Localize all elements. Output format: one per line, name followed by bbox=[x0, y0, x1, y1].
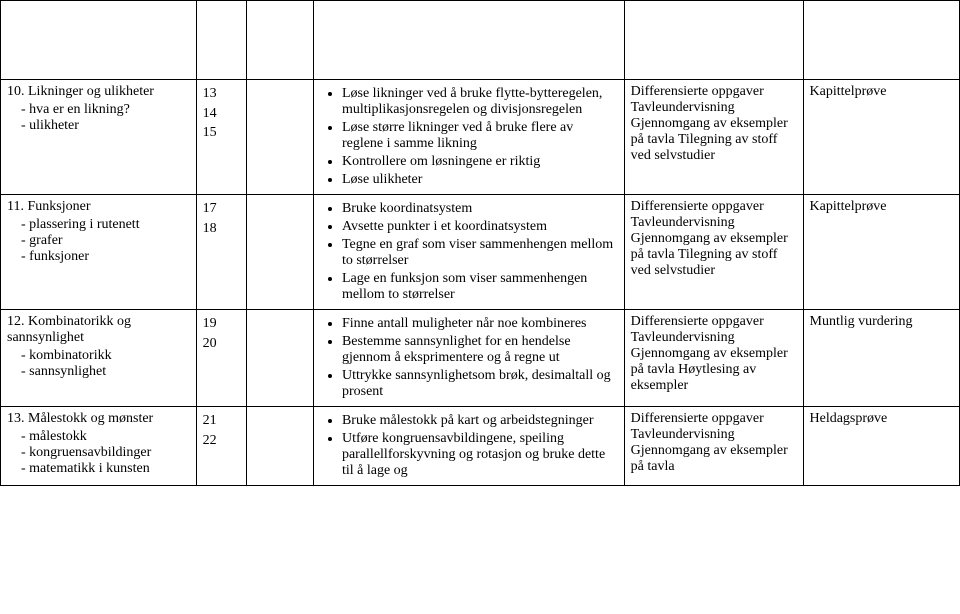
topic-cell: 10. Likninger og ulikheter hva er en likn… bbox=[1, 80, 197, 195]
goal-item: Utføre kongruensavbildingene, speiling p… bbox=[342, 431, 618, 479]
topic-title: 10. Likninger og ulikheter bbox=[7, 84, 190, 100]
topic-title: 13. Målestokk og mønster bbox=[7, 411, 190, 427]
topic-sublist: plassering i rutenettgraferfunksjoner bbox=[7, 217, 190, 265]
topic-sublist: hva er en likning?ulikheter bbox=[7, 102, 190, 134]
week-number: 19 bbox=[203, 314, 240, 334]
goal-item: Avsette punkter i et koordinatsystem bbox=[342, 219, 618, 235]
weeks-cell: 1718 bbox=[196, 195, 246, 310]
assessment-cell: Muntlig vurdering bbox=[803, 310, 960, 407]
topic-sublist: kombinatorikksannsynlighet bbox=[7, 348, 190, 380]
methods-cell: Differensierte oppgaver Tavleundervisnin… bbox=[624, 195, 803, 310]
topic-title: 12. Kombinatorikk og sannsynlighet bbox=[7, 314, 190, 346]
goals-cell: Løse likninger ved å bruke flytte-bytter… bbox=[313, 80, 624, 195]
topic-subitem: kongruensavbildinger bbox=[21, 445, 190, 461]
table-row: 13. Målestokk og mønster målestokkkongrue… bbox=[1, 407, 960, 486]
topic-title: 11. Funksjoner bbox=[7, 199, 190, 215]
week-number: 17 bbox=[203, 199, 240, 219]
goals-list: Løse likninger ved å bruke flytte-bytter… bbox=[320, 86, 618, 188]
empty-cell bbox=[246, 195, 313, 310]
header-cell bbox=[803, 1, 960, 80]
goal-item: Kontrollere om løsningene er riktig bbox=[342, 154, 618, 170]
goal-item: Lage en funksjon som viser sammenhengen … bbox=[342, 271, 618, 303]
assessment-cell: Kapittelprøve bbox=[803, 80, 960, 195]
goals-cell: Bruke målestokk på kart og arbeidstegnin… bbox=[313, 407, 624, 486]
goals-list: Finne antall muligheter når noe kombiner… bbox=[320, 316, 618, 400]
topic-subitem: sannsynlighet bbox=[21, 364, 190, 380]
topic-subitem: ulikheter bbox=[21, 118, 190, 134]
empty-cell bbox=[246, 80, 313, 195]
topic-cell: 12. Kombinatorikk og sannsynlighetkombin… bbox=[1, 310, 197, 407]
goal-item: Tegne en graf som viser sammenhengen mel… bbox=[342, 237, 618, 269]
topic-subitem: kombinatorikk bbox=[21, 348, 190, 364]
week-number: 22 bbox=[203, 431, 240, 451]
goals-cell: Finne antall muligheter når noe kombiner… bbox=[313, 310, 624, 407]
topic-subitem: målestokk bbox=[21, 429, 190, 445]
goal-item: Bestemme sannsynlighet for en hendelse g… bbox=[342, 334, 618, 366]
header-cell bbox=[1, 1, 197, 80]
week-number: 18 bbox=[203, 219, 240, 239]
table-row: 11. Funksjoner plassering i rutenettgrafe… bbox=[1, 195, 960, 310]
week-number: 21 bbox=[203, 411, 240, 431]
assessment-cell: Kapittelprøve bbox=[803, 195, 960, 310]
week-number: 13 bbox=[203, 84, 240, 104]
goal-item: Løse likninger ved å bruke flytte-bytter… bbox=[342, 86, 618, 118]
header-cell bbox=[313, 1, 624, 80]
header-cell bbox=[624, 1, 803, 80]
weeks-cell: 1920 bbox=[196, 310, 246, 407]
table-row: 12. Kombinatorikk og sannsynlighetkombin… bbox=[1, 310, 960, 407]
goal-item: Bruke målestokk på kart og arbeidstegnin… bbox=[342, 413, 618, 429]
topic-sublist: målestokkkongruensavbildingermatematikk … bbox=[7, 429, 190, 477]
assessment-cell: Heldagsprøve bbox=[803, 407, 960, 486]
methods-cell: Differensierte oppgaver Tavleundervisnin… bbox=[624, 310, 803, 407]
weeks-cell: 2122 bbox=[196, 407, 246, 486]
table-row: 10. Likninger og ulikheter hva er en likn… bbox=[1, 80, 960, 195]
curriculum-table: 10. Likninger og ulikheter hva er en likn… bbox=[0, 0, 960, 486]
week-number: 15 bbox=[203, 123, 240, 143]
methods-cell: Differensierte oppgaver Tavleundervisnin… bbox=[624, 407, 803, 486]
topic-cell: 13. Målestokk og mønster målestokkkongrue… bbox=[1, 407, 197, 486]
empty-cell bbox=[246, 310, 313, 407]
methods-cell: Differensierte oppgaver Tavleundervisnin… bbox=[624, 80, 803, 195]
header-cell bbox=[246, 1, 313, 80]
topic-subitem: hva er en likning? bbox=[21, 102, 190, 118]
goals-list: Bruke koordinatsystem Avsette punkter i e… bbox=[320, 201, 618, 303]
goal-item: Løse ulikheter bbox=[342, 172, 618, 188]
goals-cell: Bruke koordinatsystem Avsette punkter i e… bbox=[313, 195, 624, 310]
goal-item: Uttrykke sannsynlighetsom brøk, desimalt… bbox=[342, 368, 618, 400]
topic-subitem: plassering i rutenett bbox=[21, 217, 190, 233]
topic-subitem: grafer bbox=[21, 233, 190, 249]
weeks-cell: 131415 bbox=[196, 80, 246, 195]
header-cell bbox=[196, 1, 246, 80]
empty-cell bbox=[246, 407, 313, 486]
goal-item: Løse større likninger ved å bruke flere … bbox=[342, 120, 618, 152]
week-number: 20 bbox=[203, 334, 240, 354]
topic-subitem: funksjoner bbox=[21, 249, 190, 265]
goals-list: Bruke målestokk på kart og arbeidstegnin… bbox=[320, 413, 618, 479]
topic-subitem: matematikk i kunsten bbox=[21, 461, 190, 477]
goal-item: Bruke koordinatsystem bbox=[342, 201, 618, 217]
goal-item: Finne antall muligheter når noe kombiner… bbox=[342, 316, 618, 332]
header-row bbox=[1, 1, 960, 80]
topic-cell: 11. Funksjoner plassering i rutenettgrafe… bbox=[1, 195, 197, 310]
week-number: 14 bbox=[203, 104, 240, 124]
